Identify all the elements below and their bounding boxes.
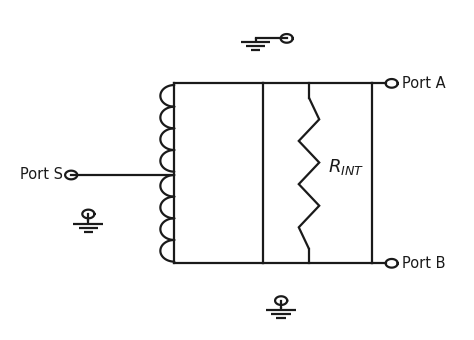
Text: $R_{INT}$: $R_{INT}$: [328, 157, 364, 177]
Text: Port B: Port B: [402, 256, 446, 271]
Text: Port S: Port S: [20, 168, 63, 183]
Text: Port A: Port A: [402, 76, 446, 91]
